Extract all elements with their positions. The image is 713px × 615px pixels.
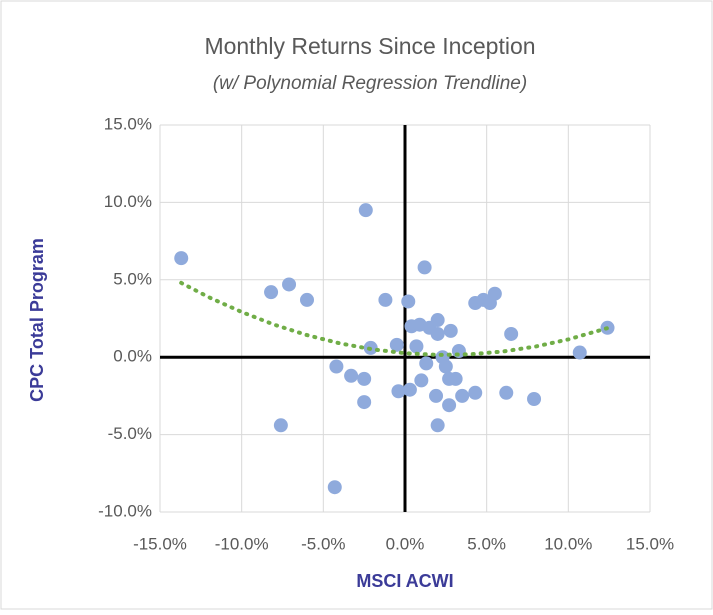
point (357, 395, 372, 410)
point (327, 480, 342, 495)
point (282, 277, 297, 292)
y-tick-label: 0.0% (113, 347, 152, 366)
point (527, 391, 542, 406)
point (264, 285, 279, 300)
point (448, 371, 463, 386)
y-tick-label: -5.0% (108, 424, 152, 443)
x-tick-label: 15.0% (626, 534, 674, 553)
point (300, 292, 314, 307)
point (358, 203, 373, 218)
x-tick-label: -10.0% (215, 534, 269, 553)
point (430, 326, 445, 341)
point (329, 359, 344, 374)
point (443, 323, 458, 338)
point (572, 345, 587, 360)
x-tick-label: 10.0% (544, 534, 592, 553)
y-tick-label: -10.0% (98, 501, 152, 520)
point (378, 292, 393, 307)
x-tick-label: -15.0% (133, 534, 187, 553)
y-axis-title: CPC Total Program (27, 238, 47, 402)
point (401, 294, 416, 309)
point (499, 385, 514, 400)
y-tick-label: 10.0% (104, 192, 152, 211)
point (429, 388, 444, 403)
point (487, 286, 502, 301)
point (409, 339, 424, 354)
chart-title: Monthly Returns Since Inception (204, 33, 535, 59)
trendline (179, 280, 610, 357)
point (344, 368, 359, 383)
point (417, 260, 432, 275)
point (389, 337, 404, 352)
y-tick-label: 15.0% (104, 114, 152, 133)
chart-subtitle: (w/ Polynomial Regression Trendline) (213, 73, 527, 94)
x-tick-label: -5.0% (301, 534, 345, 553)
x-axis-title: MSCI ACWI (356, 571, 453, 591)
point (174, 251, 189, 266)
point (391, 384, 406, 399)
point (504, 326, 519, 341)
point (468, 385, 483, 400)
point (419, 356, 434, 371)
point (273, 418, 288, 433)
point (357, 371, 372, 386)
point (430, 313, 445, 328)
point (442, 398, 457, 413)
x-tick-label: 5.0% (467, 534, 506, 553)
point (414, 373, 429, 388)
y-tick-label: 5.0% (113, 269, 152, 288)
x-tick-label: 0.0% (386, 534, 425, 553)
point (430, 418, 445, 433)
point (455, 388, 470, 403)
point (402, 382, 417, 397)
point (438, 359, 453, 374)
